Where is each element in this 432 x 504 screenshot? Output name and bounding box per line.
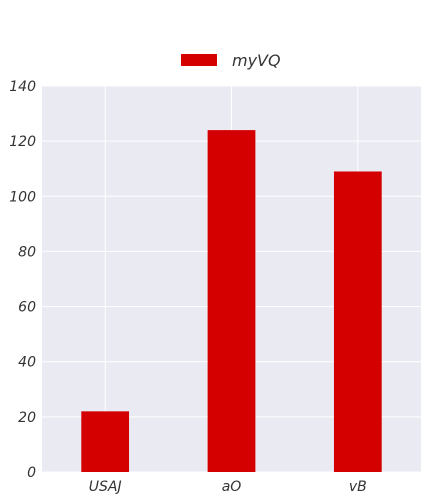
y-tick-label: 0 — [27, 465, 36, 481]
bar-USAJ — [81, 411, 130, 472]
x-tick-label: USAJ — [89, 479, 122, 495]
legend-swatch — [181, 54, 217, 66]
y-tick-label: 40 — [18, 355, 36, 371]
bar-vB — [333, 171, 382, 472]
y-tick-label: 100 — [9, 189, 36, 205]
x-tick-label: aO — [222, 479, 242, 495]
legend-label: myVQ — [232, 51, 281, 70]
x-tick-label: vB — [349, 479, 367, 495]
legend: myVQ — [181, 51, 281, 70]
bar-aO — [207, 130, 256, 472]
y-axis-tick-labels: 0 20 40 60 80 100 120 140 — [9, 79, 36, 481]
bars — [81, 130, 382, 472]
y-tick-label: 80 — [18, 244, 36, 260]
x-axis-tick-labels: USAJ aO vB — [89, 479, 367, 495]
y-tick-label: 20 — [18, 410, 36, 426]
y-tick-label: 140 — [9, 79, 36, 95]
y-tick-label: 120 — [9, 134, 36, 150]
y-tick-label: 60 — [18, 300, 36, 316]
